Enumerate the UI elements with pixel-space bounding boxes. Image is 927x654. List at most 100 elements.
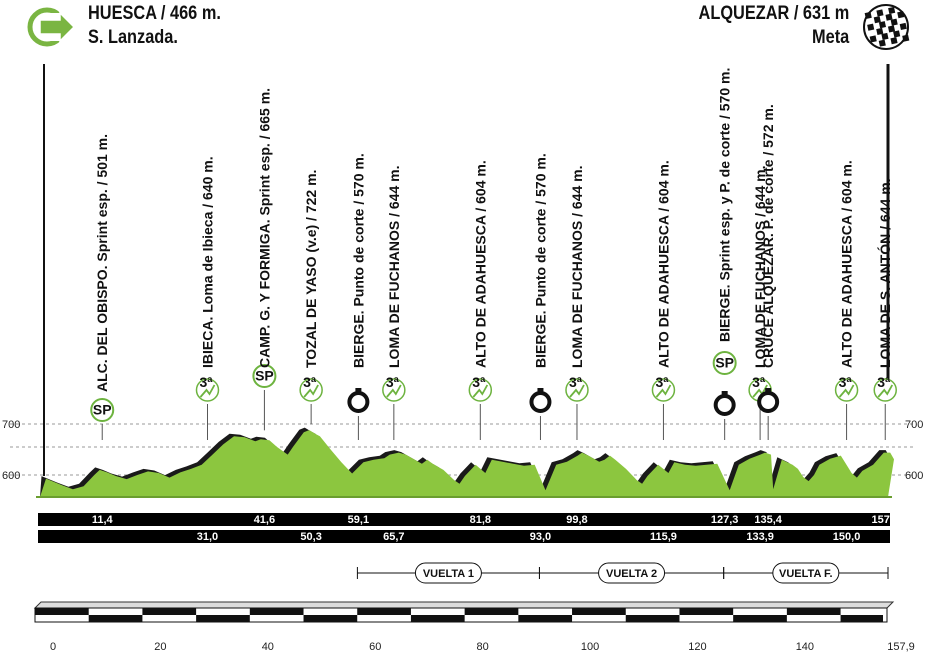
- point-label: CAMP. G. Y FORMIGA. Sprint esp. / 665 m.: [256, 88, 272, 368]
- point-label: BIERGE. Sprint esp. y P. de corte / 570 …: [717, 68, 733, 342]
- lap-label: VUELTA 1: [423, 568, 474, 580]
- km-label-bottom: 150,0: [833, 531, 861, 543]
- x-axis-ticks: 0 20 40 60 80 100 120 140 157,9: [50, 641, 915, 653]
- stopwatch-body: [347, 391, 370, 413]
- stopwatch-crown: [721, 391, 728, 395]
- x-tick-label: 60: [369, 641, 381, 653]
- flag-check: [890, 18, 898, 26]
- profile-point: 3ª ALTO DE ADAHUESCA / 604 m.: [651, 160, 676, 440]
- km-bar-bottom: [38, 530, 890, 543]
- profile-point: 3ª ALTO DE ADAHUESCA / 604 m.: [468, 160, 493, 440]
- km-label-top: 157,2: [871, 514, 899, 526]
- profile-point: 3ª LOMA DE S. ANTÓN / 644 m.: [873, 178, 897, 440]
- stopwatch-crown: [355, 388, 362, 392]
- stopwatch-body: [757, 391, 780, 413]
- start-arrow-icon: [27, 7, 76, 47]
- profile-point: CRUCE ALQUEZAR. P. de corte / 572 m.: [757, 104, 780, 440]
- flag-check: [893, 30, 901, 38]
- profile-point: SP BIERGE. Sprint esp. y P. de corte / 57…: [712, 68, 737, 440]
- profile-point: 3ª ALTO DE ADAHUESCA / 604 m.: [834, 160, 859, 440]
- ruler-segment: [357, 608, 411, 615]
- finish-info: ALQUEZAR / 631 m Meta: [698, 2, 849, 50]
- ruler-top-face: [33, 601, 895, 609]
- km-label-top: 81,8: [470, 514, 491, 526]
- ruler-segment: [518, 615, 573, 622]
- ruler-segment: [196, 615, 250, 622]
- climb-category: 3ª: [303, 374, 317, 390]
- climb-mountain: [199, 384, 216, 398]
- profile-fill: [40, 430, 894, 497]
- ruler-segment: [786, 608, 841, 615]
- km-label-bottom: 65,7: [383, 531, 404, 543]
- climb-category: 3ª: [655, 374, 669, 390]
- profile-point: BIERGE. Punto de corte / 570 m.: [347, 153, 370, 440]
- flag-check: [881, 32, 889, 40]
- climb-category: 3ª: [752, 374, 766, 390]
- flag-check: [878, 21, 886, 29]
- point-label: BIERGE. Punto de corte / 570 m.: [532, 153, 548, 368]
- km-label-top: 127,3: [711, 514, 739, 526]
- profile-point: 3ª IBIECA. Loma de Ibieca / 640 m.: [195, 156, 220, 440]
- km-label-top: 135,4: [754, 514, 782, 526]
- profile-point: 3ª TOZAL DE YASO (v.e) / 722 m.: [299, 170, 323, 425]
- ruler-segment: [572, 608, 626, 615]
- km-bars: 11,4 41,6 59,1 81,8 99,8 127,3 135,4 157,2 31,0 5…: [38, 513, 899, 543]
- profile-point: 3ª LOMA DE FUCHANOS / 644 m.: [565, 165, 589, 440]
- sprint-badge-text: SP: [93, 402, 112, 418]
- km-label-bottom: 50,3: [300, 531, 321, 543]
- climb-mountain: [303, 384, 319, 398]
- climb-category: 3ª: [839, 374, 853, 390]
- grid-lines: [10, 64, 915, 476]
- point-label: LOMA DE FUCHANOS / 644 m.: [752, 165, 768, 368]
- stopwatch-body: [529, 391, 552, 413]
- climb-mountain: [752, 384, 768, 398]
- point-label: CRUCE ALQUEZAR. P. de corte / 572 m.: [760, 104, 776, 368]
- point-label: BIERGE. Punto de corte / 570 m.: [350, 153, 366, 368]
- profile-point: 3ª LOMA DE FUCHANOS / 644 m.: [382, 165, 406, 440]
- x-tick-label: 0: [50, 641, 56, 653]
- distance-ruler: [33, 601, 895, 623]
- profile-point: 3ª LOMA DE FUCHANOS / 644 m.: [748, 165, 772, 440]
- y-tick-right: 700: [905, 419, 923, 431]
- flag-check: [873, 16, 881, 24]
- flag-check: [887, 25, 896, 33]
- x-tick-label: 40: [262, 641, 274, 653]
- flag-check: [869, 35, 877, 43]
- x-tick-label: 20: [154, 641, 166, 653]
- stopwatch-body: [713, 394, 736, 416]
- ruler-segment: [249, 608, 304, 615]
- climb-category: 3ª: [877, 374, 891, 390]
- flag-check: [897, 11, 905, 19]
- point-label: LOMA DE S. ANTÓN / 644 m.: [876, 178, 893, 368]
- lap-label: VUELTA 2: [606, 568, 657, 580]
- point-label: LOMA DE FUCHANOS / 644 m.: [386, 165, 402, 368]
- lap-pill: [414, 562, 482, 584]
- x-tick-label: 140: [796, 641, 814, 653]
- climb-mountain: [655, 384, 672, 398]
- profile-area: [36, 427, 894, 498]
- point-label: TOZAL DE YASO (v.e) / 722 m.: [303, 170, 319, 368]
- climb-category: 3ª: [386, 374, 400, 390]
- point-label: ALTO DE ADAHUESCA / 604 m.: [472, 160, 488, 368]
- ruler-segment: [679, 608, 734, 615]
- flag-check: [878, 39, 886, 47]
- climb-mountain: [386, 384, 402, 398]
- start-title: HUESCA / 466 m.: [88, 3, 221, 24]
- profile-point: BIERGE. Punto de corte / 570 m.: [529, 153, 552, 440]
- climb-category: 3ª: [199, 374, 213, 390]
- ruler-segment: [410, 615, 465, 622]
- km-label-bottom: 133,9: [746, 531, 774, 543]
- flag-check: [885, 13, 893, 21]
- point-label: ALTO DE ADAHUESCA / 604 m.: [655, 160, 671, 368]
- start-info: HUESCA / 466 m. S. Lanzada.: [88, 2, 221, 50]
- lap-indicator: VUELTA 1 VUELTA 2 VUELTA F.: [356, 562, 889, 584]
- climb-category: 3ª: [472, 374, 486, 390]
- climb-mountain: [472, 384, 489, 398]
- ruler-segment: [88, 615, 143, 622]
- x-tick-label: 157,9: [887, 641, 915, 653]
- ruler-segment: [625, 615, 680, 622]
- km-label-bottom: 93,0: [530, 531, 551, 543]
- start-subtitle: S. Lanzada.: [88, 27, 178, 48]
